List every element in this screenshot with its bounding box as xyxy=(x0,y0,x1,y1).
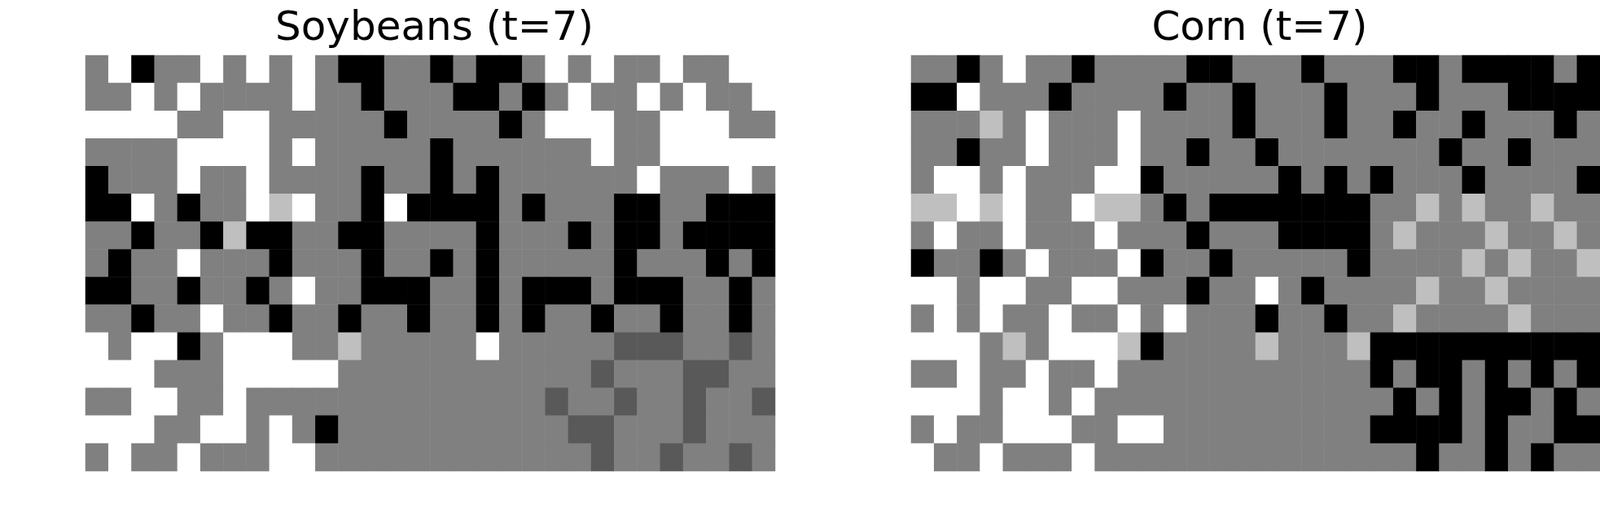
svg-text:Corn (t=7): Corn (t=7) xyxy=(1151,2,1368,50)
svg-text:Soybeans (t=7): Soybeans (t=7) xyxy=(275,2,594,50)
